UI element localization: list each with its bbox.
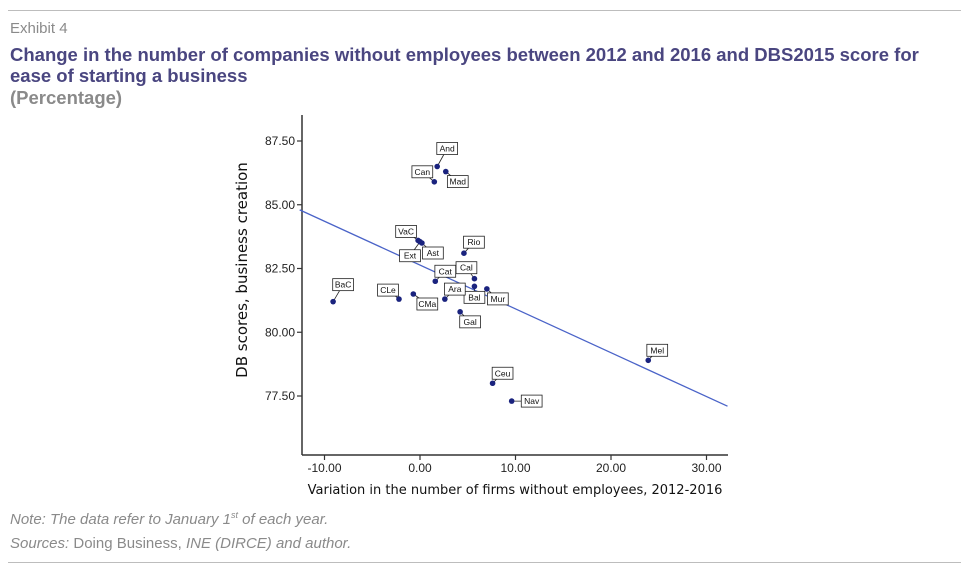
point-label-box [487, 292, 509, 306]
point-label: Ceu [495, 368, 511, 378]
data-point-group: Ara [442, 282, 466, 302]
data-point-group: CMa [410, 291, 439, 311]
point-label-box [444, 282, 466, 296]
data-point [442, 168, 449, 175]
data-point [457, 309, 463, 315]
point-label-box [463, 235, 485, 249]
sources-label: Sources: [10, 535, 70, 552]
data-point-group: Nav [508, 394, 543, 408]
data-point [484, 286, 490, 292]
data-point-group: And [434, 142, 458, 170]
x-tick-label: 10.00 [500, 461, 530, 475]
data-point-group: Mel [645, 343, 669, 364]
point-label: Ara [448, 284, 462, 294]
point-label: Mur [491, 294, 506, 304]
regression-line [299, 209, 728, 407]
point-label: Ext [404, 251, 417, 261]
point-label-box [395, 225, 417, 238]
point-label-box [434, 264, 457, 278]
point-label: And [440, 144, 455, 154]
point-label: Mad [450, 177, 467, 187]
point-label: Can [415, 167, 431, 177]
point-label-box [332, 278, 354, 292]
chart-subtitle: (Percentage) [10, 87, 123, 108]
point-label: Bal [468, 292, 480, 302]
data-point-group: Can [411, 165, 438, 185]
data-point [431, 179, 438, 185]
data-point-group: Cat [432, 264, 457, 285]
point-label: Cal [460, 263, 473, 273]
footnote: Note: The data refer to January 1st of e… [10, 510, 328, 528]
point-label: Rio [468, 237, 481, 247]
x-tick-label: 0.00 [408, 461, 432, 475]
data-point [508, 398, 515, 404]
data-point-group: Ast [419, 240, 444, 260]
sources-plain: Doing Business, [69, 535, 186, 552]
data-point [434, 163, 440, 170]
y-tick-label: 80.00 [265, 325, 295, 339]
x-tick-label: 20.00 [596, 461, 626, 475]
data-point [461, 250, 467, 256]
note-text-end: of each year. [237, 511, 329, 528]
point-label: BaC [335, 280, 352, 290]
point-label: CLe [380, 285, 396, 295]
data-point [419, 240, 425, 246]
data-point [432, 278, 439, 285]
data-point-group: Rio [461, 235, 485, 256]
y-tick-label: 85.00 [265, 198, 295, 212]
data-point [471, 283, 478, 290]
data-point-group: CLe [377, 283, 402, 302]
data-point-group: Cal [455, 261, 478, 282]
point-label-box [491, 366, 514, 380]
x-tick-label: 30.00 [691, 461, 721, 475]
data-point-group: Ceu [489, 366, 514, 387]
point-label-box [459, 315, 481, 329]
data-point [471, 275, 478, 282]
y-tick-label: 87.50 [265, 134, 295, 148]
note-superscript: st [230, 510, 238, 520]
point-label-box [436, 142, 458, 155]
point-label: Cat [439, 266, 453, 276]
point-label-box [520, 394, 543, 408]
point-label-box [377, 283, 399, 297]
point-label-box [422, 246, 444, 260]
chart-title: Change in the number of companies withou… [10, 44, 919, 86]
point-label: Mel [650, 345, 664, 355]
point-label: Gal [463, 317, 476, 327]
note-text: Note: The data refer to January 1 [10, 511, 231, 528]
point-label: Nav [524, 396, 540, 406]
data-point [396, 296, 402, 302]
data-point-group: VaC [395, 225, 421, 244]
point-label-box [446, 175, 469, 189]
data-point-group: Bal [463, 283, 486, 304]
data-point [442, 296, 448, 302]
y-axis-title: DB scores, business creation [233, 162, 251, 378]
data-point-group: Mur [484, 286, 509, 306]
point-label-box [646, 343, 669, 357]
exhibit-label: Exhibit 4 [10, 20, 68, 37]
sources-line: Sources: Doing Business, INE (DIRCE) and… [10, 535, 351, 552]
point-label-box [411, 165, 434, 179]
y-tick-label: 77.50 [265, 389, 295, 403]
sources-italic: INE (DIRCE) and author. [185, 535, 352, 552]
data-point [410, 291, 417, 297]
y-tick-label: 82.50 [265, 262, 295, 276]
x-tick-label: -10.00 [307, 461, 341, 475]
x-axis-title: Variation in the number of firms without… [308, 483, 723, 498]
data-point [489, 380, 496, 387]
bottom-rule [8, 562, 961, 563]
top-rule [8, 10, 961, 11]
point-label-box [416, 297, 439, 311]
data-point [645, 357, 652, 364]
point-label-box [463, 290, 486, 304]
data-point-group: BaC [330, 278, 354, 305]
point-label: CMa [418, 299, 436, 309]
point-label: VaC [398, 226, 414, 236]
data-point [330, 298, 336, 305]
data-point-group: Gal [457, 309, 481, 329]
point-label-box [399, 249, 421, 263]
point-label: Ast [427, 248, 440, 258]
data-point-group: Mad [442, 168, 469, 189]
